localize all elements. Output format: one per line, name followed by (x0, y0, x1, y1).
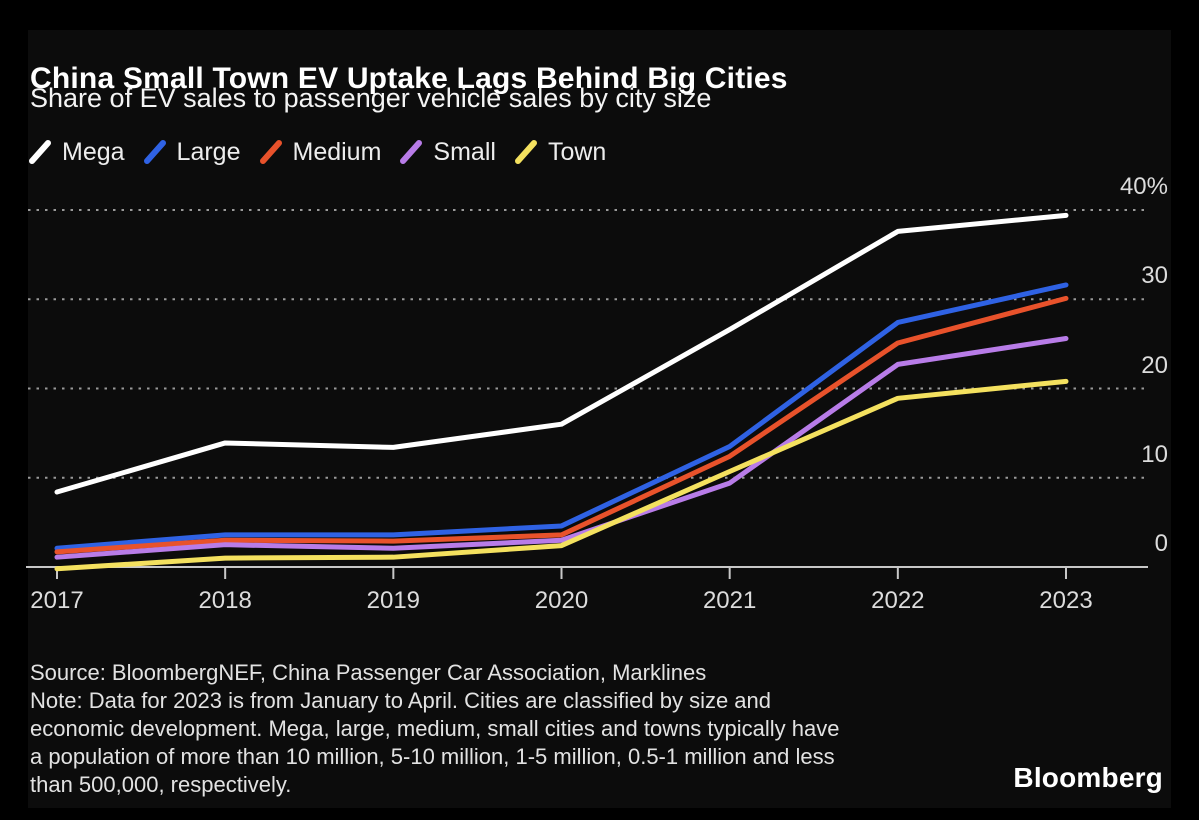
series-line-small (54, 336, 1069, 560)
y-axis-label: 0 (1154, 530, 1168, 557)
legend-item-mega: Mega (29, 138, 125, 167)
legend-label: Medium (292, 138, 382, 166)
footer-line: Source: BloombergNEF, China Passenger Ca… (30, 660, 707, 685)
legend-label: Mega (62, 138, 125, 166)
legend-item-large: Large (143, 138, 241, 167)
footer-line: Note: Data for 2023 is from January to A… (30, 688, 772, 713)
legend-item-medium: Medium (259, 138, 382, 167)
legend-slash-icon (29, 140, 51, 164)
legend-slash-icon (400, 140, 423, 164)
footer-line: a population of more than 10 million, 5-… (30, 744, 835, 769)
legend-slash-icon (259, 140, 282, 164)
y-axis-label: 30 (1141, 262, 1168, 290)
footer-note: Source: BloombergNEF, China Passenger Ca… (30, 659, 840, 799)
x-axis-label: 2023 (1039, 587, 1093, 614)
legend-label: Town (547, 138, 607, 166)
x-axis-label: 2022 (871, 587, 925, 614)
legend-label: Large (176, 138, 241, 166)
x-axis-label: 2019 (366, 587, 421, 614)
series-line-large (54, 282, 1069, 551)
y-axis-label: 10 (1141, 440, 1168, 468)
series-line-mega (54, 212, 1069, 495)
y-axis-label: 20 (1141, 351, 1168, 379)
ev-share-line-chart (26, 209, 1148, 579)
legend-item-town: Town (514, 138, 607, 167)
footer-line: than 500,000, respectively. (30, 772, 292, 797)
legend-item-small: Small (400, 138, 496, 167)
x-axis-label: 2017 (30, 587, 84, 614)
legend-label: Small (433, 138, 496, 166)
chart-card (28, 30, 1171, 808)
series-line-medium (54, 295, 1069, 555)
legend-slash-icon (143, 140, 166, 164)
series-line-town (54, 378, 1069, 572)
chart-subtitle: Share of EV sales to passenger vehicle s… (30, 83, 712, 113)
legend-slash-icon (514, 140, 537, 164)
x-axis-label: 2018 (198, 587, 252, 614)
footer-line: economic development. Mega, large, mediu… (30, 716, 840, 741)
chart-title: China Small Town EV Uptake Lags Behind B… (30, 62, 788, 96)
x-axis-label: 2020 (534, 587, 589, 614)
x-axis-label: 2021 (702, 587, 757, 614)
y-axis-label: 40% (1119, 173, 1168, 200)
legend: Mega Large Medium Small Town (29, 138, 606, 167)
bloomberg-logo: Bloomberg (1013, 762, 1163, 793)
